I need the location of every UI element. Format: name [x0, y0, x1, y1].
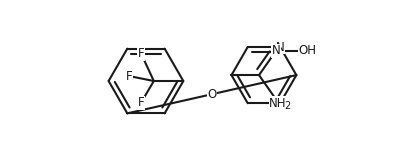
Text: F: F — [138, 96, 144, 109]
Text: F: F — [138, 47, 144, 60]
Text: NH: NH — [269, 97, 287, 110]
Text: OH: OH — [299, 44, 316, 57]
Text: F: F — [126, 70, 133, 83]
Text: N: N — [271, 44, 280, 57]
Text: N: N — [276, 41, 284, 53]
Text: 2: 2 — [284, 101, 291, 111]
Text: O: O — [207, 88, 217, 101]
